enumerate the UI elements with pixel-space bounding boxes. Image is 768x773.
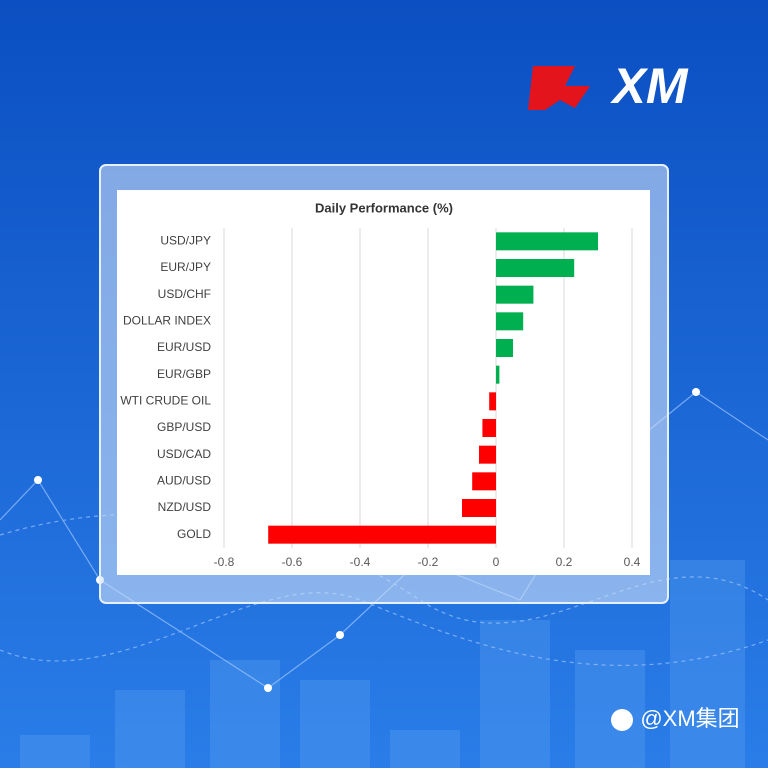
bar <box>496 259 575 277</box>
decor-bars <box>20 560 745 768</box>
bar <box>496 232 598 251</box>
plot: -0.8 -0.6 -0.4 -0.2 0 0.2 0.4 USD/JPY EUR/JPY USD… <box>120 228 641 569</box>
logo-mark <box>528 66 590 110</box>
bar <box>479 445 496 464</box>
bar <box>496 312 524 331</box>
bar <box>472 472 496 491</box>
x-tick-label: -0.2 <box>418 555 439 569</box>
y-tick-label: USD/JPY <box>160 234 211 248</box>
x-tick-label: 0 <box>493 555 500 569</box>
y-tick-label: DOLLAR INDEX <box>123 314 211 328</box>
bar <box>496 365 500 384</box>
bar <box>268 525 496 544</box>
bar <box>496 285 534 304</box>
bar <box>496 339 513 357</box>
x-tick-label: -0.6 <box>282 555 303 569</box>
y-tick-label: EUR/USD <box>157 340 211 354</box>
logo-text: XM <box>610 58 689 114</box>
bar <box>462 499 496 517</box>
bar <box>482 419 496 437</box>
bar <box>489 392 496 411</box>
y-tick-label: NZD/USD <box>158 500 212 514</box>
watermark-icon <box>611 709 633 731</box>
x-tick-label: 0.2 <box>556 555 573 569</box>
y-tick-label: USD/CAD <box>157 447 211 461</box>
x-tick-label: -0.4 <box>350 555 371 569</box>
x-tick-label: 0.4 <box>624 555 641 569</box>
y-tick-label: GOLD <box>177 527 211 541</box>
y-tick-label: EUR/JPY <box>160 260 211 274</box>
y-tick-label: AUD/USD <box>157 474 211 488</box>
chart-area <box>117 190 650 575</box>
chart-title: Daily Performance (%) <box>315 200 453 215</box>
watermark: @XM集团 <box>640 706 739 731</box>
y-tick-label: GBP/USD <box>157 420 211 434</box>
x-tick-label: -0.8 <box>214 555 235 569</box>
y-tick-label: EUR/GBP <box>157 367 211 381</box>
y-tick-label: WTI CRUDE OIL <box>120 394 211 408</box>
y-tick-label: USD/CHF <box>158 287 211 301</box>
